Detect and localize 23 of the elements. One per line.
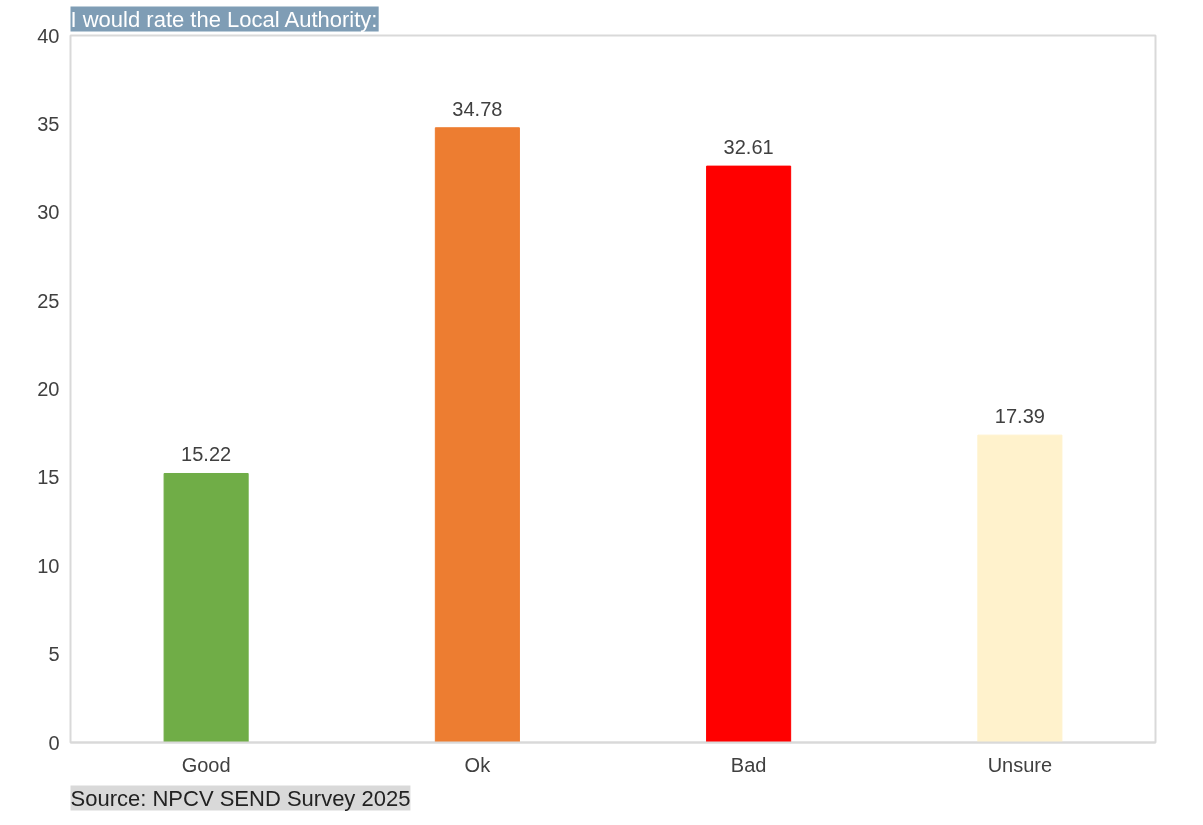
y-tick-label: 20 <box>37 378 60 400</box>
bar <box>163 472 249 743</box>
chart-title: I would rate the Local Authority: <box>70 6 378 32</box>
x-tick-label: Bad <box>730 753 767 776</box>
y-tick-label: 25 <box>37 289 60 312</box>
source-note: Source: NPCV SEND Survey 2025 <box>70 785 411 811</box>
data-label: 34.78 <box>452 97 503 120</box>
bar <box>706 165 792 743</box>
data-label: 15.22 <box>181 443 232 466</box>
y-tick-label: 40 <box>37 24 60 47</box>
y-tick-label: 35 <box>37 112 60 135</box>
y-tick-label: 10 <box>37 554 60 577</box>
data-label: 32.61 <box>723 136 774 159</box>
y-tick-label: 5 <box>48 643 60 666</box>
bar <box>977 434 1063 743</box>
x-tick-label: Unsure <box>987 753 1053 776</box>
x-tick-label: Good <box>181 753 231 776</box>
y-tick-label: 30 <box>37 201 60 224</box>
x-tick-label: Ok <box>464 753 492 776</box>
y-tick-label: 0 <box>48 731 60 754</box>
data-label: 17.39 <box>994 405 1045 428</box>
y-tick-label: 15 <box>37 466 60 489</box>
bar <box>434 127 520 743</box>
